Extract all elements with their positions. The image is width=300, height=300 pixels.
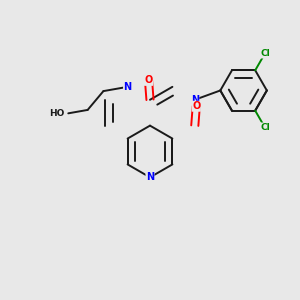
Text: HO: HO — [49, 109, 65, 118]
Text: N: N — [146, 172, 154, 182]
Text: Cl: Cl — [260, 49, 270, 58]
Text: Cl: Cl — [260, 123, 270, 132]
Text: O: O — [144, 75, 153, 85]
Text: N: N — [191, 95, 199, 105]
Text: O: O — [192, 101, 200, 111]
Text: N: N — [124, 82, 132, 92]
